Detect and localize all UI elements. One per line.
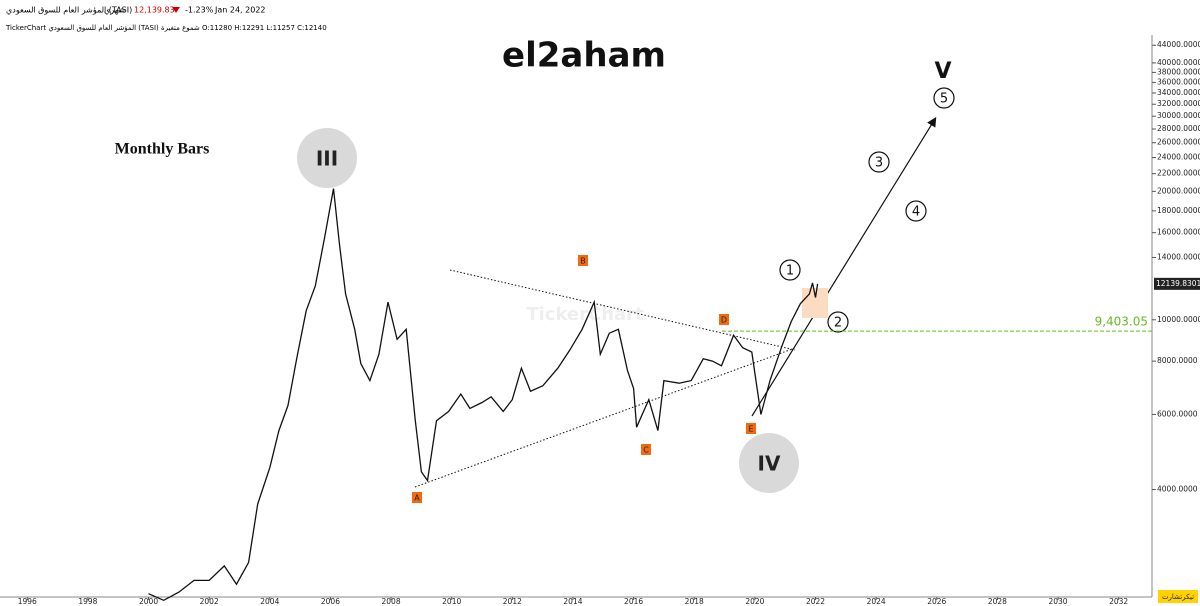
x-tick-label: 2014 (563, 597, 582, 606)
point-A: A (412, 492, 422, 503)
header-change: -1.23% (185, 6, 214, 15)
wave-label: V (934, 59, 951, 84)
header-info: TickerChart المؤشر العام للسوق السعودي (… (5, 24, 327, 32)
count-5: 5 (933, 87, 955, 109)
logo-box (1158, 590, 1198, 603)
y-tick-label: 34000.0000 (1157, 88, 1200, 97)
projection-arrow (751, 116, 937, 417)
y-tick-label: 30000.0000 (1157, 111, 1200, 120)
x-tick-label: 2016 (624, 597, 643, 606)
y-tick-label: 22000.0000 (1157, 169, 1200, 178)
y-tick-label: 44000.0000 (1157, 40, 1200, 49)
x-tick-label: 2000 (139, 597, 158, 606)
count-label: 3 (875, 156, 883, 171)
y-tick-label: 36000.0000 (1157, 77, 1200, 86)
point-C: C (641, 444, 651, 455)
wave-IV: IV (739, 433, 799, 493)
y-tick-label: 6000.0000 (1157, 409, 1198, 418)
down-arrow (172, 7, 180, 13)
last-price-label: 12139.8301 (1156, 279, 1200, 288)
price-line (148, 188, 819, 602)
header-date: Jan 24, 2022 (214, 6, 266, 15)
y-tick-label: 32000.0000 (1157, 99, 1200, 108)
x-tick-label: 2008 (382, 597, 401, 606)
x-tick-label: 2002 (200, 597, 219, 606)
header-price: 12,139.83 (134, 6, 175, 15)
x-tick-label: 2028 (988, 597, 1007, 606)
count-label: 5 (940, 92, 948, 107)
x-tick-label: 2030 (1048, 597, 1067, 606)
count-4: 4 (905, 200, 927, 222)
point-B: B (578, 255, 588, 266)
y-tick-label: 10000.0000 (1157, 315, 1200, 324)
count-2: 2 (827, 311, 849, 333)
count-1: 1 (779, 259, 801, 281)
y-tick-label: 38000.0000 (1157, 67, 1200, 76)
wave-label: IV (758, 452, 781, 476)
header-period: شهري (104, 6, 125, 15)
y-tick-label: 20000.0000 (1157, 186, 1200, 195)
point-label: B (580, 257, 586, 266)
point-label: E (748, 425, 753, 434)
header-symbol: المؤشر العام للسوق السعودي (TASI) (6, 6, 132, 15)
x-tick-label: 1996 (18, 597, 37, 606)
x-tick-label: 2022 (806, 597, 825, 606)
point-label: C (643, 446, 649, 455)
x-tick-label: 1998 (78, 597, 97, 606)
x-tick-label: 2032 (1109, 597, 1128, 606)
last-price-box (1154, 277, 1200, 290)
count-label: 2 (834, 316, 842, 331)
y-tick-label: 24000.0000 (1157, 153, 1200, 162)
x-tick-label: 2026 (927, 597, 946, 606)
x-tick-label: 2004 (260, 597, 279, 606)
x-tick-label: 2010 (442, 597, 461, 606)
y-tick-label: 26000.0000 (1157, 138, 1200, 147)
count-label: 4 (912, 205, 920, 220)
y-tick-label: 28000.0000 (1157, 124, 1200, 133)
y-tick-label: 18000.0000 (1157, 206, 1200, 215)
count-3: 3 (868, 151, 890, 173)
y-tick-label: 8000.0000 (1157, 356, 1198, 365)
x-tick-label: 2006 (321, 597, 340, 606)
y-tick-label: 14000.0000 (1157, 252, 1200, 261)
wave-III: III (297, 128, 357, 188)
point-label: D (721, 316, 727, 325)
watermark: TickerChart (526, 304, 644, 325)
y-tick-label: 4000.0000 (1157, 485, 1198, 494)
x-tick-label: 2024 (867, 597, 886, 606)
chart-title: el2aham (502, 36, 666, 76)
point-E: E (746, 423, 756, 434)
level-label: 9,403.05 (1095, 315, 1148, 329)
count-label: 1 (786, 264, 794, 279)
trendline-lower (414, 347, 796, 488)
x-tick-label: 2012 (503, 597, 522, 606)
y-tick-label: 40000.0000 (1157, 58, 1200, 67)
y-tick-label: 16000.0000 (1157, 228, 1200, 237)
logo: تيكرتشارت (1162, 593, 1194, 601)
x-tick-label: 2020 (745, 597, 764, 606)
point-label: A (414, 494, 420, 503)
chart-subtitle: Monthly Bars (115, 141, 210, 158)
point-D: D (719, 314, 729, 325)
wave-label: III (316, 147, 338, 171)
x-tick-label: 2018 (685, 597, 704, 606)
trendline-upper (449, 269, 796, 351)
